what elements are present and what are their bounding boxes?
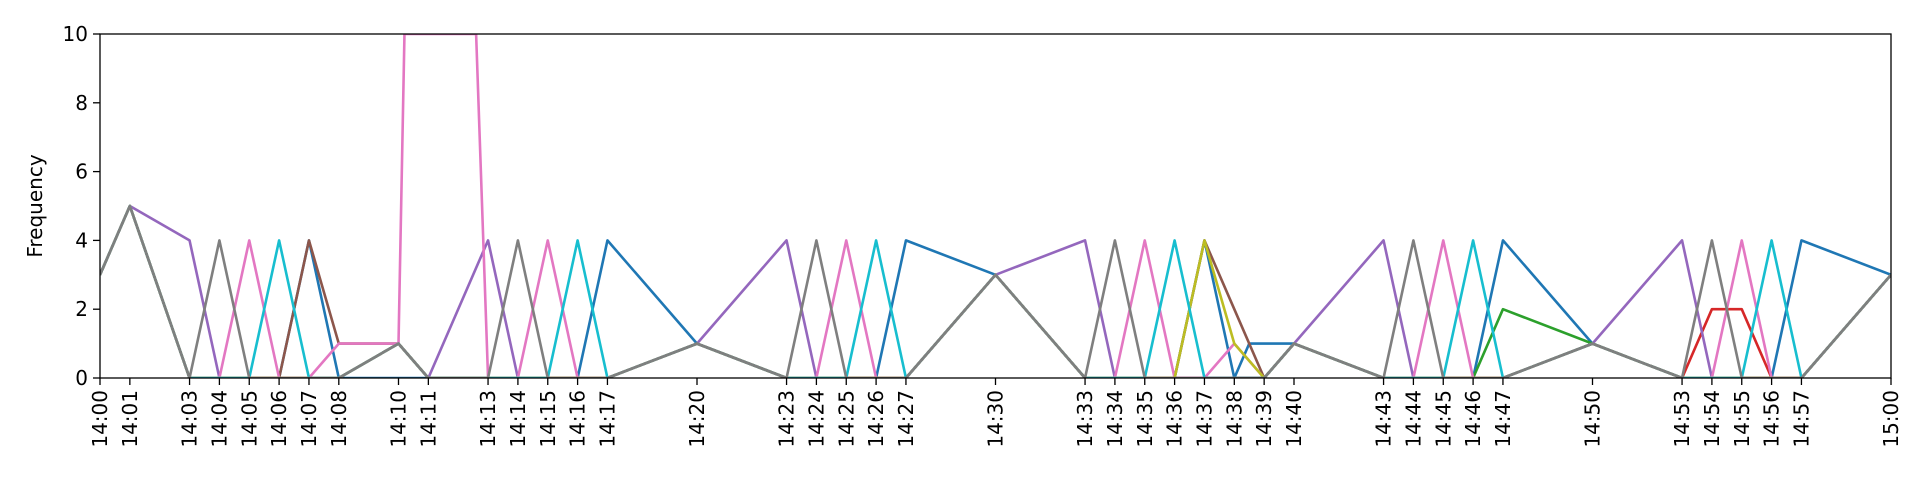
x-tick-label: 14:20: [685, 390, 709, 448]
x-tick-label: 14:05: [237, 390, 261, 448]
x-tick-label: 14:56: [1760, 390, 1784, 448]
y-axis: 0 2 4 6 8 10: [63, 22, 100, 390]
x-tick-label: 14:11: [416, 390, 440, 448]
x-tick-label: 14:03: [178, 390, 202, 448]
x-tick-label: 14:14: [506, 390, 530, 448]
x-tick-label: 14:08: [327, 390, 351, 448]
x-tick-label: 14:24: [804, 390, 828, 448]
x-tick-label: 14:23: [775, 390, 799, 448]
y-axis-label: Frequency: [23, 154, 47, 257]
series-lines: [100, 34, 1891, 378]
series-line-4: [100, 204, 1891, 378]
x-tick-label: 14:25: [834, 390, 858, 448]
x-tick-label: 14:54: [1700, 390, 1724, 448]
x-tick-label: 14:27: [894, 390, 918, 448]
series-line-7: [100, 34, 1891, 378]
x-tick-label: 14:26: [864, 390, 888, 448]
y-tick-label: 2: [75, 297, 88, 321]
y-tick-label: 4: [75, 228, 88, 252]
plot-frame: [99, 33, 1892, 379]
x-tick-label: 14:16: [566, 390, 590, 448]
x-tick-label: 14:13: [476, 390, 500, 448]
x-tick-label: 14:57: [1789, 390, 1813, 448]
x-tick-label: 14:38: [1222, 390, 1246, 448]
series-line-1: [100, 204, 1891, 378]
x-tick-label: 14:36: [1163, 390, 1187, 448]
series-line-6: [100, 204, 1891, 378]
x-tick-label: 14:45: [1431, 390, 1455, 448]
x-tick-label: 14:40: [1282, 390, 1306, 448]
x-tick-label: 14:07: [297, 390, 321, 448]
y-tick-label: 0: [75, 366, 88, 390]
x-tick-label: 14:17: [595, 390, 619, 448]
x-axis: 14:00 14:01 14:03 14:04 14:05 14:06 14:07 14:08…: [88, 378, 1903, 448]
x-tick-label: 15:00: [1879, 390, 1903, 448]
x-tick-label: 14:55: [1730, 390, 1754, 448]
x-tick-label: 14:30: [984, 390, 1008, 448]
x-tick-label: 14:53: [1670, 390, 1694, 448]
x-tick-label: 14:00: [88, 390, 112, 448]
x-tick-label: 14:35: [1133, 390, 1157, 448]
series-line-2: [100, 204, 1891, 378]
x-tick-label: 14:43: [1372, 390, 1396, 448]
series-line-8: [100, 204, 1891, 378]
y-tick-label: 6: [75, 160, 88, 184]
x-tick-label: 14:33: [1073, 390, 1097, 448]
series-line-5: [100, 204, 1891, 378]
x-tick-label: 14:04: [207, 390, 231, 448]
series-line-9: [100, 204, 1891, 378]
x-tick-label: 14:15: [536, 390, 560, 448]
x-tick-label: 14:47: [1491, 390, 1515, 448]
x-tick-label: 14:06: [267, 390, 291, 448]
series-line-10: [100, 204, 1891, 378]
x-tick-label: 14:39: [1252, 390, 1276, 448]
x-tick-label: 14:34: [1103, 390, 1127, 448]
series-line-3: [100, 204, 1891, 378]
y-tick-label: 10: [63, 22, 88, 46]
x-tick-label: 14:46: [1461, 390, 1485, 448]
y-tick-label: 8: [75, 91, 88, 115]
x-tick-label: 14:50: [1581, 390, 1605, 448]
x-tick-label: 14:44: [1401, 390, 1425, 448]
x-tick-label: 14:10: [387, 390, 411, 448]
x-tick-label: 14:37: [1192, 390, 1216, 448]
x-tick-label: 14:01: [118, 390, 142, 448]
